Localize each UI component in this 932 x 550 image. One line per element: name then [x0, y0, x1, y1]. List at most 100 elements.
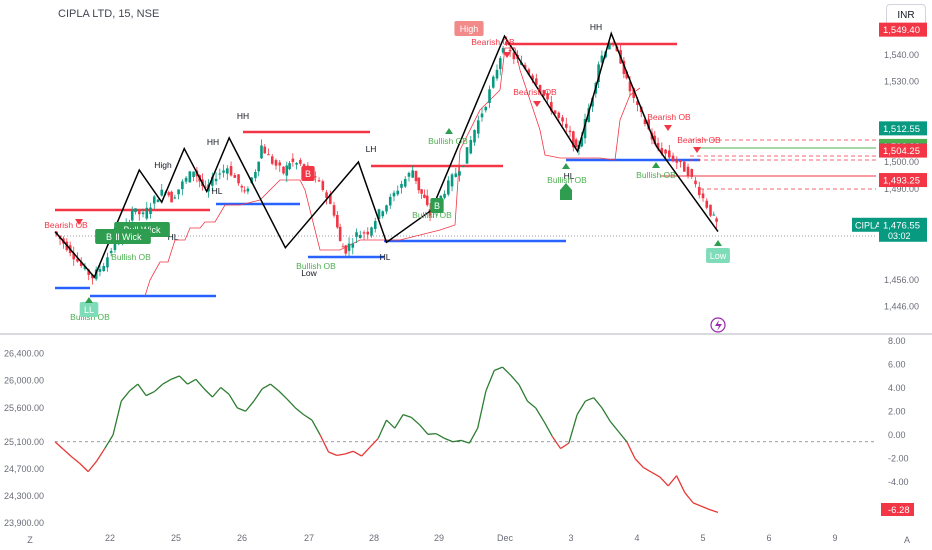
candle-body	[572, 131, 575, 148]
osc-segment	[228, 393, 238, 409]
candle-body	[76, 258, 79, 262]
signal-tag-text: B	[434, 201, 440, 211]
candle-body	[580, 137, 584, 147]
time-tick: 22	[105, 533, 115, 543]
price-axis[interactable]: 1,549.401,540.001,530.001,512.551,506.00…	[852, 22, 927, 312]
structure-label: Bullish OB	[296, 261, 336, 271]
candle-body	[636, 101, 639, 105]
signal-tag: B	[301, 166, 315, 181]
candle-body	[542, 90, 546, 96]
bearish-triangle-icon	[503, 52, 511, 58]
candle-body	[184, 177, 188, 182]
signal-tag-bg	[454, 21, 484, 36]
candle-body	[214, 178, 218, 182]
osc-segment	[245, 400, 255, 412]
osc-right-tick: 8.00	[888, 336, 906, 346]
osc-segment	[120, 390, 131, 402]
structure-label: Bearish OB	[44, 220, 88, 230]
time-axis[interactable]: 22 25 26 27 28 29 Dec 3 4 5 6 9 Z A	[27, 533, 910, 545]
structure-label: Bearish OB	[677, 135, 721, 145]
price-tag-text: 1,504.25	[883, 146, 920, 157]
candle-body	[181, 181, 184, 190]
candle-body	[362, 232, 366, 234]
candle-body	[170, 191, 173, 203]
signal-tag-text: LL	[84, 305, 94, 315]
time-tick: 29	[434, 533, 444, 543]
candle-body	[476, 120, 480, 134]
bullish-marker-icon	[560, 183, 572, 200]
candle-body	[701, 193, 705, 199]
osc-segment	[460, 439, 470, 444]
candle-body	[288, 163, 291, 170]
candle-body	[664, 149, 667, 154]
candle-body	[480, 113, 484, 118]
candle-body	[257, 161, 260, 172]
osc-right-tick: -2.00	[888, 454, 909, 464]
osc-segment	[435, 433, 445, 439]
osc-segment	[211, 387, 222, 398]
osc-segment	[535, 407, 545, 422]
lightning-icon	[710, 317, 726, 333]
candle-body	[160, 189, 164, 196]
candle-body	[355, 232, 358, 237]
candle-body	[260, 145, 263, 159]
candle-body	[373, 221, 377, 229]
trailing-stop	[144, 47, 641, 297]
candle-body	[643, 119, 647, 124]
candle-body	[392, 192, 396, 197]
candle-body	[167, 192, 171, 196]
symbol-title: CIPLA LTD, 15, NSE	[58, 8, 160, 20]
price-tag-text: 1,549.40	[883, 25, 920, 36]
candle-body	[709, 204, 712, 216]
candle-body	[203, 186, 207, 188]
osc-value-text: -6.28	[888, 505, 910, 516]
candle-body	[211, 176, 214, 186]
structure-label: Bullish OB	[547, 175, 587, 185]
candle-body	[377, 209, 381, 219]
candle-body	[461, 165, 465, 167]
candle-body	[488, 89, 491, 103]
candle-body	[240, 185, 244, 188]
time-tick: 4	[634, 533, 639, 543]
candle-body	[285, 165, 289, 176]
candle-body	[527, 69, 531, 75]
osc-segment	[634, 458, 644, 469]
osc-right-tick: 4.00	[888, 383, 906, 393]
osc-segment	[502, 366, 512, 376]
osc-segment	[162, 378, 172, 385]
price-tick: 1,456.00	[884, 275, 919, 285]
structure-label: Bullish OB	[412, 210, 452, 220]
osc-segment	[178, 375, 189, 385]
price-tag-bg	[879, 22, 927, 37]
osc-segment	[79, 463, 89, 473]
candle-body	[188, 171, 192, 183]
candle-body	[358, 234, 362, 239]
time-tick: 25	[171, 533, 181, 543]
osc-segment	[419, 424, 429, 435]
candle-body	[336, 214, 339, 228]
structure-label: HH	[237, 111, 249, 121]
candle-body	[267, 154, 270, 156]
candle-body	[229, 166, 233, 176]
price-tick: 1,500.00	[884, 157, 919, 167]
osc-segment	[270, 383, 280, 392]
osc-segment	[54, 441, 64, 450]
osc-left-tick: 23,900.00	[4, 518, 44, 528]
candle-body	[317, 180, 321, 182]
osc-segment	[394, 414, 404, 429]
time-tick: 6	[766, 533, 771, 543]
candle-body	[347, 243, 351, 251]
price-tick: 1,530.00	[884, 77, 919, 87]
candle-body	[591, 97, 594, 107]
candle-body	[705, 200, 709, 208]
osc-segment	[593, 397, 603, 409]
candle-body	[325, 192, 328, 198]
candle-body	[407, 172, 411, 177]
candle-body	[668, 150, 671, 158]
osc-segment	[576, 400, 586, 415]
candle-body	[222, 170, 225, 173]
osc-segment	[402, 414, 412, 418]
candle-body	[388, 196, 392, 206]
candle-body	[686, 166, 690, 177]
